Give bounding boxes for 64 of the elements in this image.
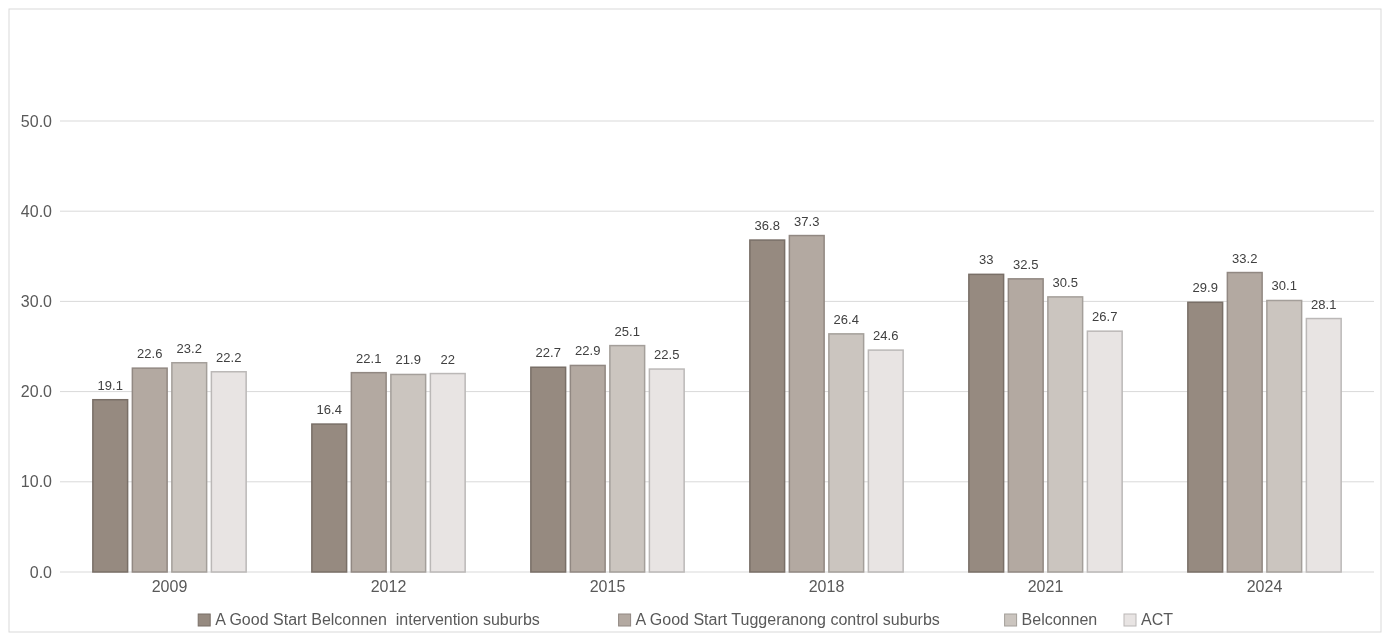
x-tick-label: 2009: [151, 578, 188, 595]
data-label: 24.6: [873, 328, 899, 344]
bar: [1086, 330, 1123, 573]
y-tick-label: 50.0: [20, 112, 53, 130]
data-label: 22.7: [535, 345, 561, 361]
bar: [788, 234, 825, 573]
x-tick-label: 2012: [370, 578, 407, 595]
data-label: 22.5: [654, 347, 680, 363]
data-label: 29.9: [1192, 280, 1218, 296]
bar: [828, 333, 865, 573]
x-tick-label: 2018: [808, 578, 845, 595]
data-label: 22.1: [356, 350, 382, 366]
data-label: 22: [440, 351, 455, 367]
bar: [569, 364, 606, 573]
data-label: 28.1: [1311, 296, 1337, 312]
bar: [171, 361, 208, 573]
y-tick-label: 10.0: [20, 473, 53, 491]
y-tick-label: 20.0: [20, 383, 53, 401]
data-label: 22.9: [575, 343, 601, 359]
bar: [1187, 301, 1224, 573]
bar: [749, 239, 786, 573]
data-label: 23.2: [176, 340, 202, 356]
y-tick-label: 30.0: [20, 293, 53, 310]
bar: [530, 366, 567, 573]
bar: [648, 368, 685, 573]
data-label: 26.7: [1092, 309, 1118, 325]
x-tick-label: 2024: [1246, 578, 1283, 595]
bar: [350, 371, 387, 573]
bar: [1047, 296, 1084, 573]
y-tick-label: 0.0: [29, 563, 53, 581]
bar: [429, 372, 466, 573]
bar: [867, 349, 904, 573]
legend-label: Belconnen: [1021, 611, 1098, 628]
data-label: 26.4: [833, 311, 859, 327]
bar: [390, 373, 427, 573]
data-label: 33: [979, 252, 994, 268]
data-label: 30.1: [1271, 278, 1297, 294]
x-tick-label: 2015: [589, 578, 626, 595]
bar: [311, 423, 348, 573]
data-label: 32.5: [1013, 256, 1039, 272]
data-label: 33.2: [1232, 250, 1258, 266]
data-label: 25.1: [614, 323, 640, 339]
bar: [1226, 271, 1263, 573]
y-tick-label: 40.0: [20, 202, 53, 220]
bar: [1007, 278, 1044, 573]
bar: [210, 371, 247, 573]
data-label: 37.3: [794, 213, 820, 229]
data-label: 36.8: [754, 218, 780, 234]
bar: [968, 273, 1005, 573]
legend-label: A Good Start Tuggeranong control suburbs: [635, 611, 940, 628]
data-label: 21.9: [395, 352, 421, 368]
x-tick-label: 2021: [1027, 578, 1064, 595]
bar: [131, 367, 168, 573]
legend-label: ACT: [1141, 611, 1174, 628]
bar: [1305, 317, 1342, 573]
legend-label: A Good Start Belconnen intervention suburbs: [215, 611, 540, 628]
bar: [92, 398, 129, 573]
data-label: 30.5: [1052, 274, 1078, 290]
data-label: 22.2: [216, 349, 242, 365]
data-label: 16.4: [316, 402, 342, 418]
data-label: 19.1: [97, 377, 123, 393]
bar: [609, 344, 646, 573]
bar: [1266, 299, 1303, 573]
data-label: 22.6: [137, 346, 163, 362]
